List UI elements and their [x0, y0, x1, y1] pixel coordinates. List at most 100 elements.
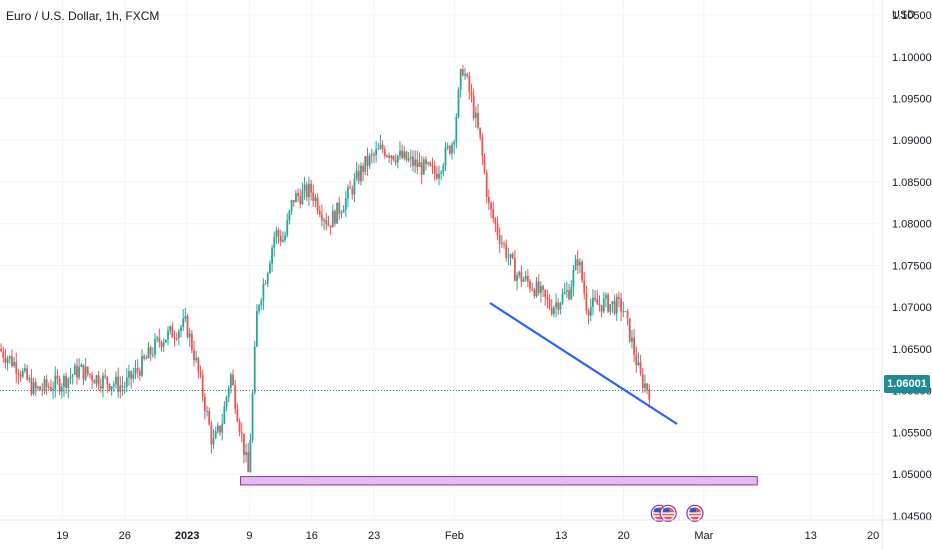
- candle-body: [511, 253, 514, 259]
- candle-body: [522, 279, 525, 282]
- candle-body: [128, 371, 130, 378]
- candle-body: [552, 307, 555, 315]
- candle-body: [433, 165, 436, 174]
- candle-body: [624, 311, 627, 313]
- candle-body: [513, 258, 516, 281]
- candle-body: [451, 144, 453, 154]
- candle-body: [58, 378, 61, 392]
- candle-body: [479, 127, 482, 137]
- candle-body: [188, 333, 191, 338]
- candle-body: [54, 375, 57, 390]
- candle-body: [381, 144, 384, 150]
- candle-body: [147, 347, 150, 359]
- candle-body: [199, 371, 202, 376]
- symbol-title[interactable]: Euro / U.S. Dollar, 1h, FXCM: [6, 9, 160, 23]
- candle-body: [364, 155, 367, 172]
- candle-body: [82, 364, 85, 380]
- economic-event-icon[interactable]: [659, 504, 677, 522]
- candle-body: [232, 374, 234, 385]
- time-tick-label: 13: [555, 530, 567, 542]
- candle-body: [76, 365, 78, 378]
- candle-body: [574, 259, 577, 270]
- economic-event-icon[interactable]: [686, 504, 704, 522]
- candle-body: [492, 209, 495, 219]
- price-tick-label: 1.07500: [892, 260, 932, 272]
- trendline: [489, 302, 678, 425]
- candle-body: [409, 156, 412, 159]
- candle-body: [518, 271, 521, 276]
- candle-body: [316, 197, 319, 211]
- candle-body: [121, 385, 124, 387]
- candle-body: [32, 382, 35, 394]
- candle-body: [526, 275, 529, 282]
- flag-canton: [663, 508, 670, 513]
- candle-body: [472, 95, 475, 118]
- candle-body: [292, 200, 295, 203]
- candle-body: [190, 333, 193, 350]
- candle-body: [149, 347, 152, 355]
- candle-body: [321, 214, 323, 221]
- chart-grid: [0, 0, 882, 520]
- candle-body: [175, 337, 178, 339]
- candle-body: [95, 375, 98, 384]
- candle-body: [112, 384, 115, 387]
- candle-body: [583, 280, 586, 294]
- candle-body: [598, 304, 601, 306]
- candle-body: [505, 244, 508, 258]
- candle-body: [377, 148, 380, 150]
- time-axis[interactable]: 19 26 2023 9 16 23 Feb 13 20 Mar 13 20: [0, 519, 932, 542]
- candle-body: [84, 366, 87, 380]
- candle-body: [251, 393, 254, 440]
- price-tick-label: 1.07000: [892, 302, 932, 314]
- candle-body: [620, 298, 622, 312]
- candle-body: [646, 383, 649, 391]
- candle-body: [214, 431, 217, 439]
- candle-body: [15, 362, 18, 374]
- candle-body: [184, 316, 187, 319]
- candle-body: [587, 310, 590, 316]
- candle-body: [594, 297, 596, 300]
- candle-body: [544, 289, 547, 297]
- candle-body: [626, 311, 629, 319]
- candle-body: [483, 156, 486, 173]
- candle-body: [286, 220, 289, 236]
- candle-body: [262, 283, 265, 301]
- candle-body: [318, 210, 321, 215]
- price-axis[interactable]: 1.10500 1.10000 1.09500 1.09000 1.08500 1.080…: [881, 0, 932, 550]
- candle-body: [529, 281, 531, 289]
- candle-body: [618, 297, 620, 299]
- candle-body: [334, 210, 336, 224]
- candle-body: [503, 243, 505, 245]
- price-tick-label: 1.05500: [892, 427, 932, 439]
- candle-body: [351, 188, 354, 195]
- candle-body: [45, 379, 48, 387]
- candle-body: [136, 367, 139, 372]
- candle-body: [164, 339, 167, 343]
- candle-body: [366, 155, 369, 166]
- candle-body: [507, 257, 510, 259]
- flag-stripe: [653, 515, 666, 517]
- flag-stripe: [688, 512, 701, 514]
- chart-annotations[interactable]: [0, 302, 882, 522]
- candle-body: [535, 281, 538, 297]
- candle-body: [310, 183, 312, 193]
- axis-currency-label[interactable]: USD: [892, 9, 916, 21]
- price-tick-label: 1.09500: [892, 93, 932, 105]
- candle-body: [21, 370, 24, 377]
- candle-body: [130, 371, 133, 379]
- candle-body: [464, 74, 466, 76]
- candle-body: [67, 378, 70, 388]
- candle-body: [453, 141, 456, 145]
- time-tick-label: 13: [805, 530, 817, 542]
- candle-body: [470, 91, 473, 96]
- candle-body: [208, 411, 211, 425]
- candle-body: [550, 307, 553, 315]
- candle-body: [297, 193, 299, 197]
- candle-body: [227, 387, 230, 398]
- price-tick-label: 1.09000: [892, 135, 932, 147]
- time-tick-label: Mar: [694, 530, 713, 542]
- time-tick-label: 20: [867, 530, 879, 542]
- candle-body: [531, 288, 534, 290]
- candle-body: [255, 311, 258, 347]
